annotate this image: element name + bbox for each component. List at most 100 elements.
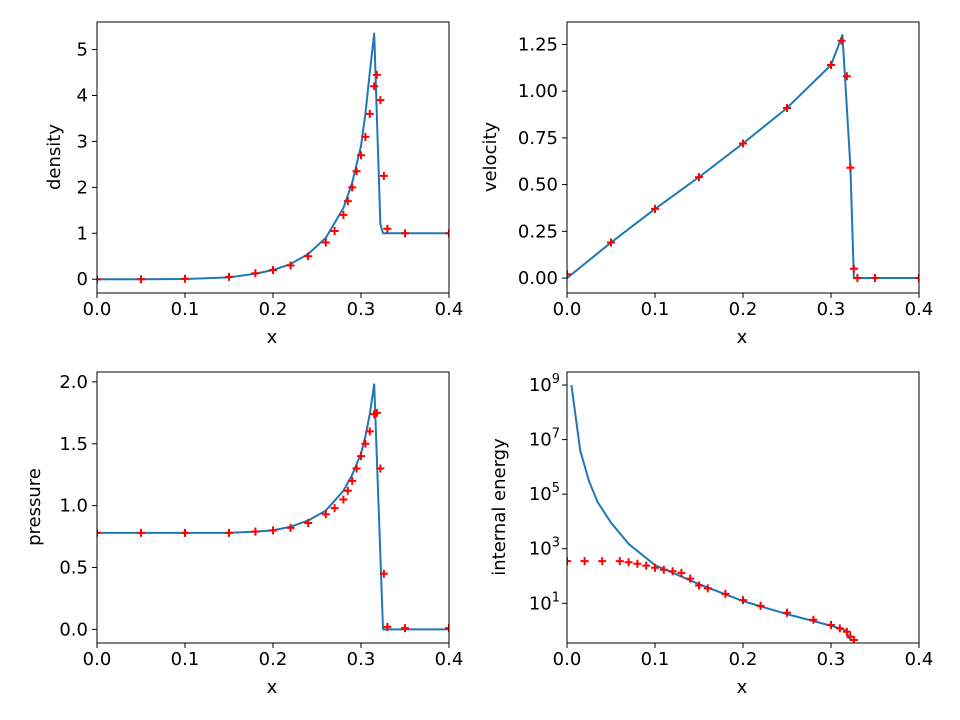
panel-2-marker-point: [379, 569, 388, 578]
panel-2-marker-point: [269, 526, 277, 535]
panel-0-marker-point: [330, 226, 339, 235]
panel-0-marker-point: [181, 274, 189, 283]
panel-1-xtick-label: 0.3: [817, 299, 846, 320]
pressure-panel: 0.0 0.1 0.2 0.3 0.4 0.0 0.5 1.0 1.5 2.0 x pressur…: [24, 371, 464, 698]
panel-3-xtick-label: 0.1: [641, 649, 670, 670]
panel-1-marker-point: [853, 274, 862, 283]
panel-2-ytick-label: 1.0: [59, 496, 88, 517]
panel-0-marker-point: [97, 275, 101, 284]
panel-3-marker-point: [615, 557, 624, 566]
panel-0-marker-point: [321, 238, 330, 247]
panel-0-xtick-label: 0.0: [83, 299, 112, 320]
panel-1-marker-point: [915, 274, 919, 283]
panel-3-xtick-label: 0.2: [729, 649, 758, 670]
panel-2-xtick-label: 0.3: [347, 649, 376, 670]
velocity-panel-xlabel: x: [737, 327, 748, 348]
panel-1-marker-point: [783, 103, 791, 112]
density-panel-xlabel: x: [267, 327, 278, 348]
panel-2-marker-point: [343, 486, 352, 495]
panel-1-xtick-label: 0.4: [905, 299, 934, 320]
panel-0-marker-point: [357, 151, 365, 160]
panel-1-xtick-label: 0.2: [729, 299, 758, 320]
panel-2-marker-point: [181, 528, 189, 537]
panel-0-xtick-label: 0.1: [171, 299, 200, 320]
panel-2-ytick-label: 0.0: [59, 619, 88, 640]
panel-2-marker-point: [365, 427, 374, 436]
panel-1-xtick-label: 0.0: [553, 299, 582, 320]
panel-2-marker-point: [304, 518, 313, 527]
panel-2-marker-point: [321, 510, 330, 519]
panel-3-xtick-label: 0.0: [553, 649, 582, 670]
panel-1-ytick-label: 1.00: [518, 81, 558, 102]
panel-3-marker-point: [783, 608, 791, 617]
panel-0-ytick-label: 1: [77, 223, 88, 244]
panel-3-marker-point: [686, 574, 695, 583]
panel-0-ytick-label: 2: [77, 177, 88, 198]
panel-2-marker-point: [97, 528, 101, 537]
panel-2-xtick-label: 0.0: [83, 649, 112, 670]
panel-3-marker-point: [642, 561, 651, 570]
panel-2-xtick-label: 0.1: [171, 649, 200, 670]
panel-0-marker-point: [225, 272, 233, 281]
pressure-panel-xlabel: x: [267, 677, 278, 698]
internal-energy-panel-ylabel: internal energy: [489, 438, 510, 576]
panel-3-marker-point: [567, 557, 571, 566]
panel-1-ytick-label: 0.00: [518, 268, 558, 289]
panel-0-marker-point: [372, 70, 381, 79]
velocity-panel-ylabel: velocity: [480, 121, 501, 192]
panel-2-frame: [96, 371, 450, 644]
panel-1-marker-point: [607, 238, 615, 247]
panel-0-marker-point: [445, 229, 449, 238]
panel-2-marker-point: [339, 495, 348, 504]
panel-2-marker-point: [225, 528, 233, 537]
panel-0-marker-point: [286, 261, 295, 270]
panel-3-marker-point: [739, 596, 747, 605]
panel-3-marker-point: [677, 568, 686, 577]
panel-1-marker-point: [567, 270, 571, 279]
panel-0-xtick-label: 0.4: [435, 299, 464, 320]
panel-3-marker-point: [580, 557, 589, 566]
panel-3-marker-point: [809, 615, 818, 624]
panel-0-xtick-label: 0.3: [347, 299, 376, 320]
panel-3-marker-point: [835, 624, 844, 633]
panel-2-marker-point: [372, 408, 381, 417]
panel-0-marker-point: [370, 82, 379, 91]
density-panel: 0.0 0.1 0.2 0.3 0.4 0 1 2 3 4 5 x density: [44, 21, 464, 348]
panel-0-series-0-line: [97, 32, 449, 281]
panel-3-marker-point: [624, 558, 633, 567]
panel-2-marker-point: [352, 464, 361, 473]
panel-2-marker-point: [357, 452, 365, 461]
panel-1-xtick-label: 0.1: [641, 299, 670, 320]
panel-1-ytick-label: 0.25: [518, 221, 558, 242]
panel-2-xtick-label: 0.4: [435, 649, 464, 670]
panel-2-ytick-label: 0.5: [59, 558, 88, 579]
panel-2-marker-point: [401, 624, 409, 633]
panel-3-xtick-label: 0.4: [905, 649, 934, 670]
panel-3-marker-point: [695, 581, 703, 590]
panel-0-marker-point: [339, 210, 348, 219]
internal-energy-panel-xlabel: x: [737, 677, 748, 698]
panel-2-marker-point: [251, 527, 260, 536]
panel-1-marker-point: [695, 173, 703, 182]
panel-1-ytick-label: 0.75: [518, 128, 558, 149]
density-panel-ylabel: density: [44, 124, 65, 190]
panel-2-xtick-label: 0.2: [259, 649, 288, 670]
panel-2-ytick-label: 2.0: [59, 372, 88, 393]
panel-3-marker-point: [721, 589, 730, 598]
panel-0-marker-point: [383, 224, 392, 233]
panel-3-marker-point: [756, 601, 765, 610]
panel-3-marker-point: [842, 627, 851, 636]
panel-1-marker-point: [871, 274, 879, 283]
panel-2-marker-point: [376, 464, 385, 473]
panel-0-marker-point: [343, 197, 352, 206]
panel-2-marker-point: [445, 624, 449, 633]
panel-0-marker-point: [361, 132, 370, 141]
panel-0-marker-point: [348, 183, 357, 192]
panel-0-marker-point: [137, 275, 145, 284]
panel-0-ytick-label: 4: [77, 85, 88, 106]
panel-0-ytick-label: 5: [77, 40, 88, 61]
panel-1-marker-point: [739, 139, 747, 148]
panel-2-marker-point: [348, 476, 357, 485]
panel-1-marker-point: [651, 204, 659, 213]
